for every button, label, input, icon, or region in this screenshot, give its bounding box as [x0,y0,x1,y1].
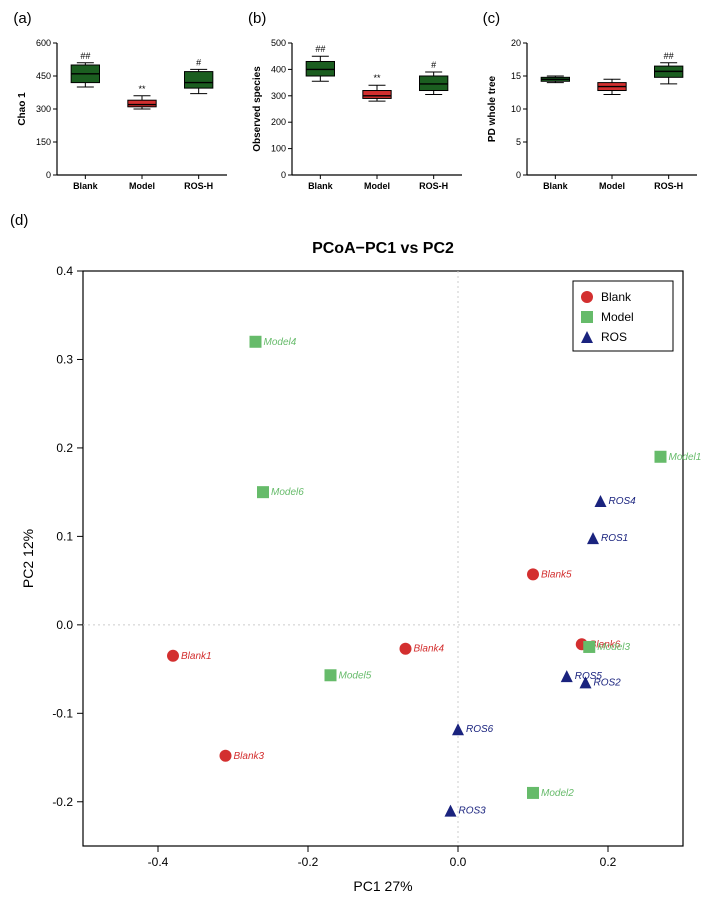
svg-text:Blank: Blank [308,181,334,191]
svg-text:#: # [196,57,201,67]
panel-d-label: (d) [10,212,706,229]
top-row: (a) 0150300450600Chao 1##Blank**Model#RO… [10,10,706,204]
svg-text:15: 15 [511,71,521,81]
svg-text:Model2: Model2 [541,788,574,799]
svg-text:ROS6: ROS6 [466,724,494,735]
svg-text:0.2: 0.2 [56,441,73,455]
svg-text:20: 20 [511,38,521,48]
svg-text:PCoA−PC1 vs PC2: PCoA−PC1 vs PC2 [312,240,454,257]
svg-text:Blank3: Blank3 [234,751,265,762]
svg-text:150: 150 [36,137,51,147]
svg-text:Model: Model [129,181,155,191]
svg-text:Blank: Blank [73,181,99,191]
svg-text:Model5: Model5 [339,670,372,681]
svg-text:Model: Model [601,310,634,324]
svg-text:Blank4: Blank4 [414,644,445,655]
svg-text:500: 500 [271,38,286,48]
panel-b-label: (b) [248,10,468,27]
svg-text:0: 0 [281,170,286,180]
panel-a-container: (a) 0 150 300 450 600 Chao 1 ## Blank ** Model # RO… [13,10,233,204]
svg-text:PC1 27%: PC1 27% [353,878,412,894]
svg-text:0.4: 0.4 [56,264,73,278]
svg-text:Blank: Blank [601,290,632,304]
svg-text:ROS3: ROS3 [459,806,487,817]
svg-text:-0.1: -0.1 [52,706,73,720]
svg-text:300: 300 [36,104,51,114]
panel-c-label: (c) [483,10,703,27]
pd-whole-tree-boxplot: 0 5 10 15 20 PD whole tree Blank Model ## ROS-H [483,29,703,199]
svg-text:10: 10 [511,104,521,114]
svg-text:#: # [431,60,436,70]
svg-text:PD whole tree: PD whole tree [487,76,498,143]
panel-a-label: (a) [13,10,233,27]
svg-text:**: ** [373,73,381,83]
svg-text:##: ## [315,44,325,54]
svg-text:200: 200 [271,117,286,127]
svg-text:0.3: 0.3 [56,352,73,366]
svg-text:300: 300 [271,91,286,101]
svg-text:-0.2: -0.2 [298,855,319,869]
svg-text:Blank: Blank [543,181,569,191]
svg-text:Model6: Model6 [271,487,304,498]
svg-text:0.0: 0.0 [450,855,467,869]
svg-text:-0.4: -0.4 [148,855,169,869]
svg-text:-0.2: -0.2 [52,795,73,809]
svg-text:600: 600 [36,38,51,48]
svg-text:Observed species: Observed species [252,66,263,152]
svg-text:ROS-H: ROS-H [184,181,213,191]
svg-text:0: 0 [46,170,51,180]
svg-text:Model3: Model3 [597,642,630,653]
svg-text:0: 0 [516,170,521,180]
svg-text:Model: Model [364,181,390,191]
svg-text:ROS4: ROS4 [609,496,637,507]
panel-c-container: (c) 0 5 10 15 20 PD whole tree Blank Model ## ROS… [483,10,703,204]
svg-text:100: 100 [271,144,286,154]
panel-d-container: (d) PCoA−PC1 vs PC2 -0.4 -0.2 0.0 0.2 -0.2 -0.… [10,212,706,901]
chao1-boxplot: 0 150 300 450 600 Chao 1 ## Blank ** Model # ROS-H [13,29,233,199]
svg-text:0.0: 0.0 [56,618,73,632]
svg-text:Chao 1: Chao 1 [17,92,28,126]
svg-text:ROS5: ROS5 [575,671,603,682]
svg-text:ROS: ROS [601,330,627,344]
svg-text:**: ** [139,84,147,94]
svg-text:0.1: 0.1 [56,529,73,543]
panel-b-container: (b) 0 100 200 300 400 500 Observed species ## Bl… [248,10,468,204]
svg-text:ROS1: ROS1 [601,533,628,544]
svg-text:ROS-H: ROS-H [654,181,683,191]
svg-text:##: ## [81,51,91,61]
observed-species-boxplot: 0 100 200 300 400 500 Observed species ## Blank *… [248,29,468,199]
svg-text:450: 450 [36,71,51,81]
svg-text:5: 5 [516,137,521,147]
svg-text:Blank1: Blank1 [181,651,212,662]
svg-text:Model4: Model4 [264,337,297,348]
svg-text:0.2: 0.2 [600,855,617,869]
pcoa-scatter-plot: PCoA−PC1 vs PC2 -0.4 -0.2 0.0 0.2 -0.2 -0.1 0.0… [13,231,703,901]
svg-text:##: ## [663,51,673,61]
svg-text:ROS-H: ROS-H [419,181,448,191]
svg-text:Model: Model [599,181,625,191]
svg-text:PC2 12%: PC2 12% [20,529,36,588]
svg-text:Model1: Model1 [669,452,702,463]
svg-text:400: 400 [271,64,286,74]
svg-text:Blank5: Blank5 [541,569,572,580]
